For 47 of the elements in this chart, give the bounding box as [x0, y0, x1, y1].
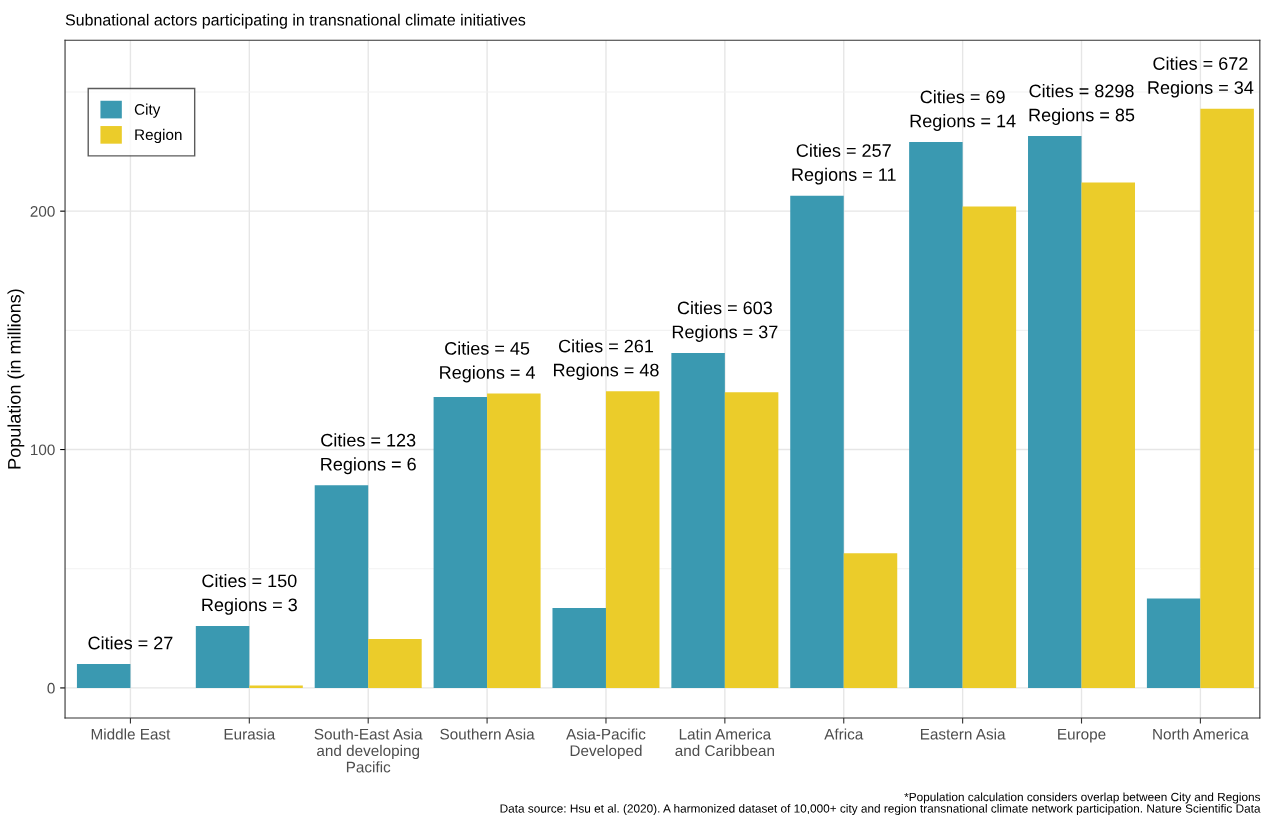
x-tick-label: Asia-Pacific Developed — [566, 728, 646, 760]
bar — [843, 553, 898, 688]
annotation: Cities = 8298 Regions = 85 — [1029, 84, 1135, 125]
bar — [790, 195, 844, 688]
x-tick-label: Eurasia — [224, 728, 276, 740]
annotation: Cities = 69 Regions = 14 — [910, 90, 1016, 131]
text: *Population calculation considers overlap between City and Regions — [904, 792, 1261, 804]
legend-label: Region — [135, 128, 182, 144]
bar — [76, 664, 131, 688]
bar — [1200, 108, 1254, 688]
y-tick-label: 100 — [31, 444, 55, 456]
x-tick-label: Southern Asia — [440, 728, 535, 740]
x-tick-label: Middle East — [91, 728, 171, 740]
bar — [368, 639, 422, 688]
x-tick-label: Latin America and Caribbean — [675, 728, 774, 757]
bar — [724, 392, 779, 688]
x-tick-label: Africa — [824, 728, 864, 740]
x-tick-label: Europe — [1058, 728, 1106, 743]
x-tick-label: Eastern Asia — [921, 728, 1006, 740]
annotation: Cities = 27 — [88, 636, 173, 650]
annotation: Cities = 261 Regions = 48 — [554, 339, 659, 381]
annotation: Cities = 672 Regions = 34 — [1148, 56, 1254, 98]
bar — [487, 393, 541, 688]
annotation: Cities = 123 Regions = 6 — [321, 433, 416, 475]
annotation: Cities = 45 Regions = 4 — [440, 341, 535, 383]
y-tick-label: 200 — [30, 206, 55, 217]
bar — [909, 142, 963, 688]
bar — [552, 608, 606, 688]
bar — [671, 352, 725, 688]
chart-title: Subnational actors participating in transnational climate initiatives — [65, 13, 526, 29]
bar — [433, 397, 488, 688]
x-tick-label: North America — [1153, 728, 1249, 740]
x-tick-label: South-East Asia and developing Pacific — [314, 728, 423, 773]
bar — [605, 391, 660, 688]
bar — [1146, 598, 1201, 688]
y-axis-title: Population (in millions) — [7, 289, 25, 469]
annotation: Cities = 603 Regions = 37 — [672, 301, 778, 342]
bar — [314, 485, 369, 688]
annotation: Cities = 257 Regions = 11 — [792, 143, 896, 185]
legend-label: City — [134, 103, 161, 118]
annotation: Cities = 150 Regions = 3 — [202, 573, 297, 615]
bar — [1081, 182, 1136, 688]
y-tick-label: 0 — [47, 682, 55, 694]
bar — [962, 206, 1017, 688]
source-note: Data source: Hsu et al. (2020). A harmonized dataset of 10,000+ city and region transnational climate network participation. Nature Scientific Data — [500, 804, 1261, 816]
bar — [1028, 136, 1082, 688]
bar — [195, 625, 250, 688]
